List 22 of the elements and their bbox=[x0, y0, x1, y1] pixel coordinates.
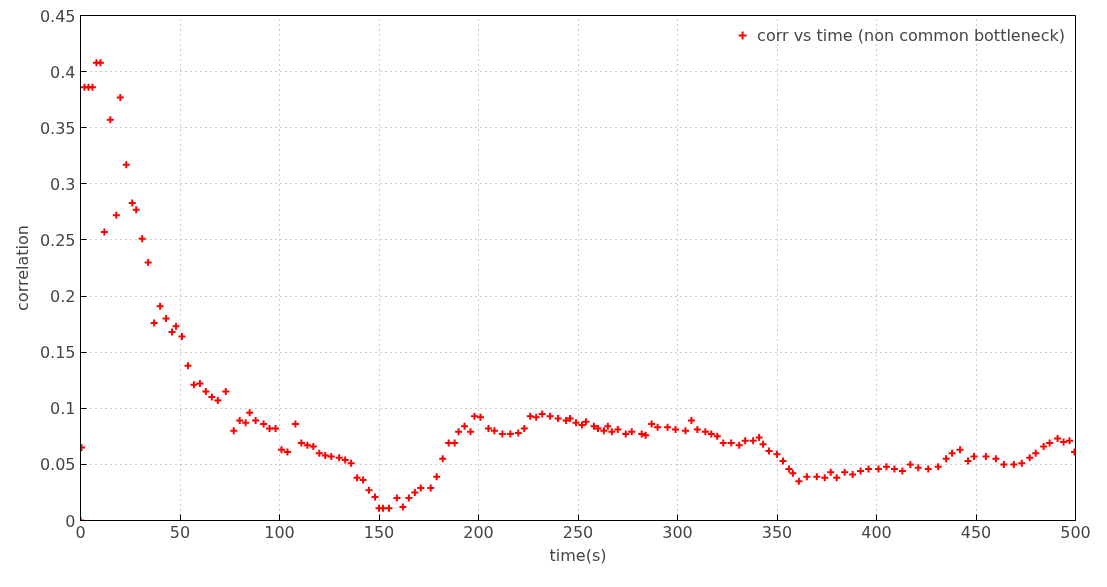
x-tick-label: 150 bbox=[363, 522, 395, 542]
x-tick-label: 350 bbox=[761, 522, 793, 542]
x-tick-label: 100 bbox=[264, 522, 295, 542]
y-tick-label: 0.4 bbox=[50, 62, 76, 82]
legend-label: corr vs time (non common bottleneck) bbox=[757, 25, 1065, 45]
y-tick-label: 0.05 bbox=[39, 455, 76, 475]
y-tick-label: 0.1 bbox=[50, 399, 76, 419]
x-axis-title: time(s) bbox=[549, 545, 607, 565]
y-tick-label: 0.2 bbox=[50, 287, 76, 307]
x-tick-label: 200 bbox=[463, 522, 494, 542]
x-tick-label: 400 bbox=[861, 522, 892, 542]
y-axis-title: correlation bbox=[12, 225, 32, 311]
x-tick-label: 450 bbox=[960, 522, 992, 542]
y-tick-label: 0.15 bbox=[39, 343, 76, 363]
x-tick-label: 300 bbox=[662, 522, 693, 542]
x-tick-label: 50 bbox=[169, 522, 191, 542]
x-tick-label: 250 bbox=[562, 522, 594, 542]
x-tick-label: 500 bbox=[1060, 522, 1091, 542]
y-tick-label: 0.25 bbox=[39, 230, 76, 250]
y-tick-label: 0.3 bbox=[50, 174, 76, 194]
y-tick-label: 0.45 bbox=[39, 6, 76, 26]
y-tick-label: 0.35 bbox=[39, 118, 76, 138]
